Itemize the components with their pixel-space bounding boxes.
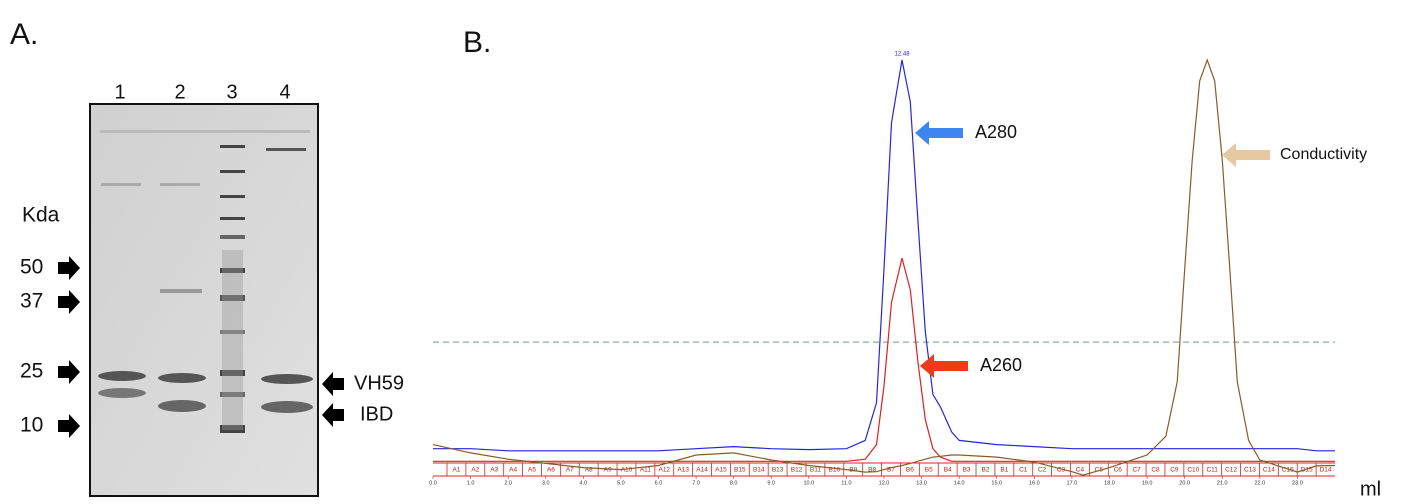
legend-arrow xyxy=(1222,143,1270,167)
fraction-label: B6 xyxy=(906,467,914,474)
legend-label: A280 xyxy=(975,122,1017,142)
x-tick-label: 19.0 xyxy=(1142,480,1153,486)
fraction-label: C1 xyxy=(1019,467,1028,474)
series-line xyxy=(433,60,1335,451)
arrow xyxy=(58,414,80,438)
fraction-label: A3 xyxy=(490,467,498,474)
arrow xyxy=(58,360,80,384)
x-tick-label: 14.0 xyxy=(954,480,965,486)
marker-label: 25 xyxy=(20,360,43,383)
panel-label: B. xyxy=(463,26,491,59)
fraction-label: C12 xyxy=(1225,467,1237,474)
fraction-label: C11 xyxy=(1206,467,1218,474)
fraction-label: B11 xyxy=(810,467,821,474)
marker-label: 10 xyxy=(20,414,43,437)
x-tick-label: 0.0 xyxy=(429,480,437,486)
fraction-label: B15 xyxy=(734,467,746,474)
fraction-label: B2 xyxy=(981,467,989,474)
fraction-label: B12 xyxy=(791,467,803,474)
fraction-label: A4 xyxy=(509,467,517,474)
x-tick-label: 2.0 xyxy=(504,480,512,486)
x-tick-label: 21.0 xyxy=(1217,480,1228,486)
fraction-label: C6 xyxy=(1114,467,1123,474)
x-tick-label: 22.0 xyxy=(1254,480,1265,486)
fraction-label: A5 xyxy=(528,467,536,474)
fraction-label: A12 xyxy=(658,467,670,474)
x-tick-label: 15.0 xyxy=(991,480,1002,486)
fraction-label: C14 xyxy=(1263,467,1275,474)
panel-label: A. xyxy=(10,18,38,51)
fraction-label: A2 xyxy=(471,467,479,474)
x-tick-label: 4.0 xyxy=(580,480,588,486)
x-tick-label: 1.0 xyxy=(467,480,475,486)
fraction-label: B4 xyxy=(944,467,952,474)
x-axis-label: ml xyxy=(1360,478,1381,500)
x-tick-label: 13.0 xyxy=(916,480,927,486)
gel xyxy=(90,104,318,496)
peak-label: 12.48 xyxy=(895,52,911,58)
fraction-label: A1 xyxy=(452,467,460,474)
fraction-label: B14 xyxy=(753,467,765,474)
fraction-label: C10 xyxy=(1187,467,1199,474)
band-label: IBD xyxy=(360,403,393,425)
x-tick-label: 9.0 xyxy=(767,480,775,486)
lane-label: 1 xyxy=(114,81,125,103)
fraction-label: B3 xyxy=(963,467,971,474)
x-tick-label: 18.0 xyxy=(1104,480,1115,486)
x-tick-label: 6.0 xyxy=(655,480,663,486)
arrow xyxy=(322,372,344,396)
fraction-label: D14 xyxy=(1320,467,1332,474)
fraction-label: A9 xyxy=(604,467,612,474)
fraction-label: C2 xyxy=(1038,467,1047,474)
fraction-label: C13 xyxy=(1244,467,1256,474)
x-tick-label: 5.0 xyxy=(617,480,625,486)
legend-label: A260 xyxy=(980,355,1022,375)
lane-label: 2 xyxy=(174,81,185,103)
fraction-label: B13 xyxy=(772,467,784,474)
fraction-label: B1 xyxy=(1000,467,1008,474)
fraction-label: C8 xyxy=(1151,467,1160,474)
fraction-label: A6 xyxy=(547,467,555,474)
fraction-label: A7 xyxy=(566,467,574,474)
x-tick-label: 17.0 xyxy=(1067,480,1078,486)
lane-label: 3 xyxy=(226,81,237,103)
x-tick-label: 23.0 xyxy=(1292,480,1303,486)
arrow xyxy=(322,403,344,427)
x-tick-label: 12.0 xyxy=(879,480,890,486)
x-tick-label: 3.0 xyxy=(542,480,550,486)
fraction-label: C9 xyxy=(1170,467,1179,474)
arrow xyxy=(58,256,80,280)
figure: A. 1 2 3 4 Kda 50 37 25 10 VH59 IBD B. ml A1 A2 A… xyxy=(0,0,1411,504)
marker-label: 50 xyxy=(20,256,43,279)
fraction-label: C7 xyxy=(1132,467,1141,474)
fraction-label: A15 xyxy=(715,467,727,474)
fraction-label: B5 xyxy=(925,467,933,474)
x-tick-label: 16.0 xyxy=(1029,480,1040,486)
band-label: VH59 xyxy=(354,372,404,394)
fraction-label: A13 xyxy=(677,467,689,474)
legend-label: Conductivity xyxy=(1280,146,1367,163)
x-tick-label: 10.0 xyxy=(803,480,814,486)
legend-arrow xyxy=(920,354,968,378)
arrow xyxy=(58,290,80,314)
series-line xyxy=(433,258,1335,461)
x-tick-label: 11.0 xyxy=(841,480,851,486)
marker-label: 37 xyxy=(20,290,43,313)
x-tick-label: 8.0 xyxy=(730,480,738,486)
unit-label: Kda xyxy=(22,204,60,227)
lane-label: 4 xyxy=(279,81,290,103)
fraction-label: A10 xyxy=(621,467,633,474)
fraction-label: A14 xyxy=(696,467,708,474)
fraction-label: B8 xyxy=(868,467,876,474)
x-tick-label: 7.0 xyxy=(692,480,700,486)
x-tick-label: 20.0 xyxy=(1179,480,1190,486)
legend-arrow xyxy=(915,121,963,145)
